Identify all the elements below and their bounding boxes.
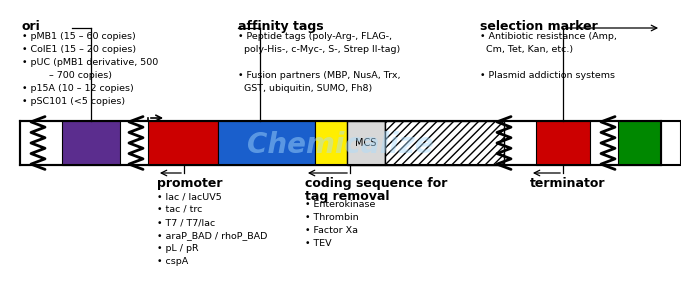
Text: • TEV: • TEV bbox=[305, 239, 332, 248]
Bar bbox=[347, 121, 385, 165]
Text: coding sequence for: coding sequence for bbox=[305, 177, 447, 190]
Bar bbox=[536, 121, 590, 165]
Text: • Peptide tags (poly-Arg-, FLAG-,: • Peptide tags (poly-Arg-, FLAG-, bbox=[238, 32, 392, 41]
Text: ori: ori bbox=[22, 20, 41, 33]
Text: • pSC101 (<5 copies): • pSC101 (<5 copies) bbox=[22, 97, 125, 106]
Bar bbox=[148, 121, 218, 165]
Bar bbox=[385, 121, 504, 165]
Text: • Plasmid addiction systems: • Plasmid addiction systems bbox=[480, 71, 615, 80]
Bar bbox=[618, 121, 661, 165]
Text: • tac / trc: • tac / trc bbox=[157, 205, 202, 214]
Text: promoter: promoter bbox=[157, 177, 223, 190]
Text: • araP_BAD / rhoP_BAD: • araP_BAD / rhoP_BAD bbox=[157, 231, 268, 240]
Text: • Fusion partners (MBP, NusA, Trx,: • Fusion partners (MBP, NusA, Trx, bbox=[238, 71, 400, 80]
Text: • Thrombin: • Thrombin bbox=[305, 213, 359, 222]
Text: • cspA: • cspA bbox=[157, 257, 188, 266]
Text: • lac / lacUV5: • lac / lacUV5 bbox=[157, 192, 222, 201]
Text: terminator: terminator bbox=[530, 177, 605, 190]
Text: Cm, Tet, Kan, etc.): Cm, Tet, Kan, etc.) bbox=[480, 45, 573, 54]
Text: poly-His-, c-Myc-, S-, Strep II-tag): poly-His-, c-Myc-, S-, Strep II-tag) bbox=[238, 45, 400, 54]
Bar bbox=[20, 121, 681, 165]
Text: • T7 / T7/lac: • T7 / T7/lac bbox=[157, 218, 215, 227]
Bar bbox=[62, 121, 120, 165]
Text: selection marker: selection marker bbox=[480, 20, 598, 33]
Text: • pL / pR: • pL / pR bbox=[157, 244, 199, 253]
Text: • ColE1 (15 – 20 copies): • ColE1 (15 – 20 copies) bbox=[22, 45, 136, 54]
Text: GST, ubiquitin, SUMO, Fh8): GST, ubiquitin, SUMO, Fh8) bbox=[238, 84, 373, 93]
Bar bbox=[315, 121, 347, 165]
Text: tag removal: tag removal bbox=[305, 190, 390, 203]
Text: • Enterokinase: • Enterokinase bbox=[305, 200, 375, 209]
Text: • p15A (10 – 12 copies): • p15A (10 – 12 copies) bbox=[22, 84, 133, 93]
Text: • Factor Xa: • Factor Xa bbox=[305, 226, 358, 235]
Text: • Antibiotic resistance (Amp,: • Antibiotic resistance (Amp, bbox=[480, 32, 617, 41]
Text: • pMB1 (15 – 60 copies): • pMB1 (15 – 60 copies) bbox=[22, 32, 136, 41]
Text: – 700 copies): – 700 copies) bbox=[22, 71, 112, 80]
Bar bbox=[218, 121, 315, 165]
Text: • pUC (pMB1 derivative, 500: • pUC (pMB1 derivative, 500 bbox=[22, 58, 158, 67]
Text: affinity tags: affinity tags bbox=[238, 20, 323, 33]
Text: Chemicalize: Chemicalize bbox=[247, 131, 433, 159]
Text: MCS: MCS bbox=[355, 138, 377, 148]
